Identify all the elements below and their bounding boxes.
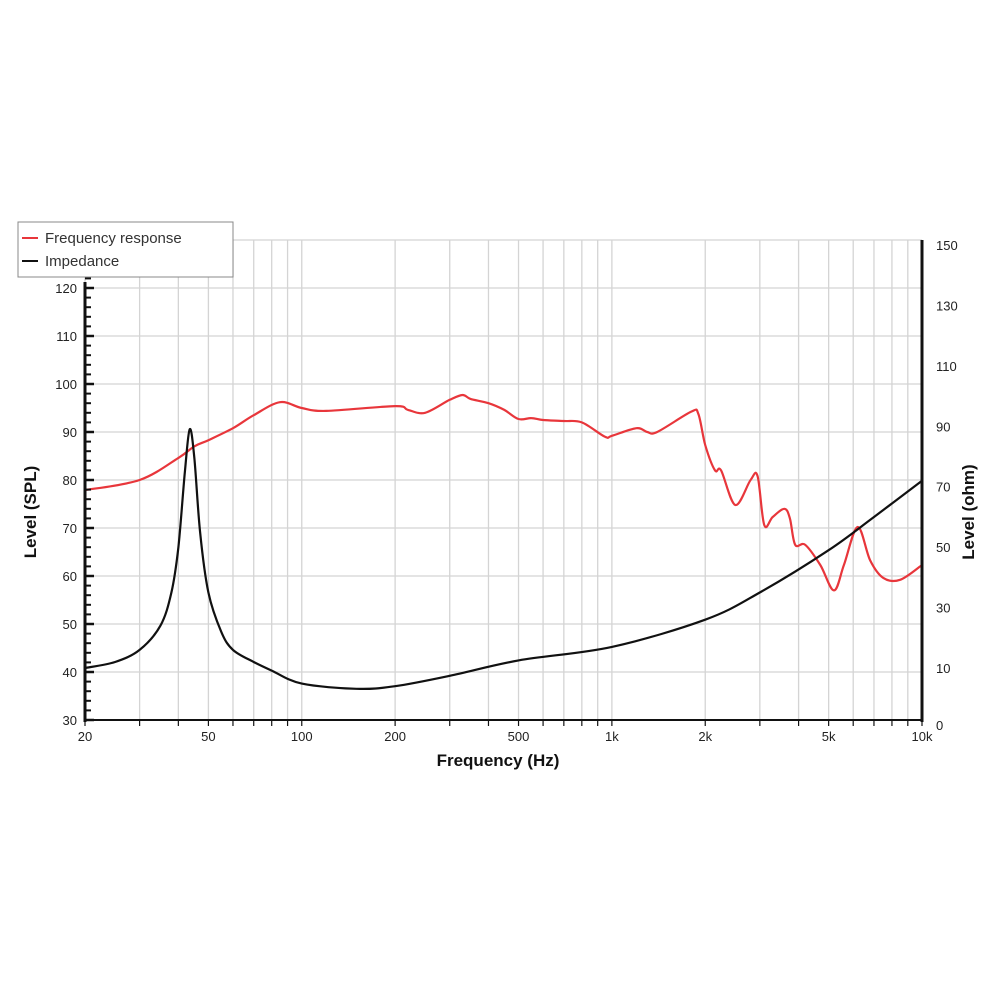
axes: 30 40 50 60 70 80 90 100 110 120 0 10 30 50 70 90 110 130…	[55, 238, 957, 744]
y-tick-label: 110	[56, 329, 77, 344]
y2-tick-label: 90	[936, 419, 950, 434]
y-tick-label: 100	[55, 377, 77, 392]
curves	[84, 393, 923, 690]
legend: Frequency response Impedance	[17, 221, 234, 278]
x-axis-title: Frequency (Hz)	[437, 751, 560, 770]
legend-box	[17, 221, 234, 278]
frequency-response-curve	[84, 393, 923, 592]
x-tick-label: 200	[384, 729, 406, 744]
y-axis-title: Level (SPL)	[21, 466, 40, 559]
x-tick-label: 1k	[605, 729, 619, 744]
y2-tick-label: 130	[936, 298, 958, 313]
x-tick-label: 20	[78, 729, 92, 744]
y-tick-label: 70	[63, 521, 77, 536]
y-tick-label: 120	[55, 281, 77, 296]
y2-tick-label: 110	[936, 359, 957, 374]
y-tick-label: 60	[63, 569, 77, 584]
y2-tick-label: 50	[936, 540, 950, 555]
impedance-curve	[84, 427, 923, 690]
x-tick-label: 10k	[912, 729, 933, 744]
x-tick-label: 100	[291, 729, 313, 744]
y2-tick-label: 70	[936, 480, 950, 495]
y-tick-label: 90	[63, 425, 77, 440]
y2-axis-title: Level (ohm)	[959, 464, 978, 559]
y2-tick-label: 150	[936, 238, 958, 253]
legend-label-frequency-response: Frequency response	[45, 230, 182, 247]
x-tick-label: 500	[508, 729, 530, 744]
y-tick-label: 50	[63, 617, 77, 632]
y-tick-label: 40	[63, 665, 77, 680]
y-tick-label: 30	[63, 713, 77, 728]
y2-tick-label: 0	[936, 718, 943, 733]
y-tick-label: 80	[63, 473, 77, 488]
x-tick-label: 2k	[698, 729, 712, 744]
x-tick-label: 5k	[822, 729, 836, 744]
legend-label-impedance: Impedance	[45, 253, 119, 270]
y2-tick-label: 30	[936, 601, 950, 616]
x-tick-label: 50	[201, 729, 215, 744]
y2-tick-label: 10	[936, 661, 950, 676]
grid	[84, 239, 923, 721]
